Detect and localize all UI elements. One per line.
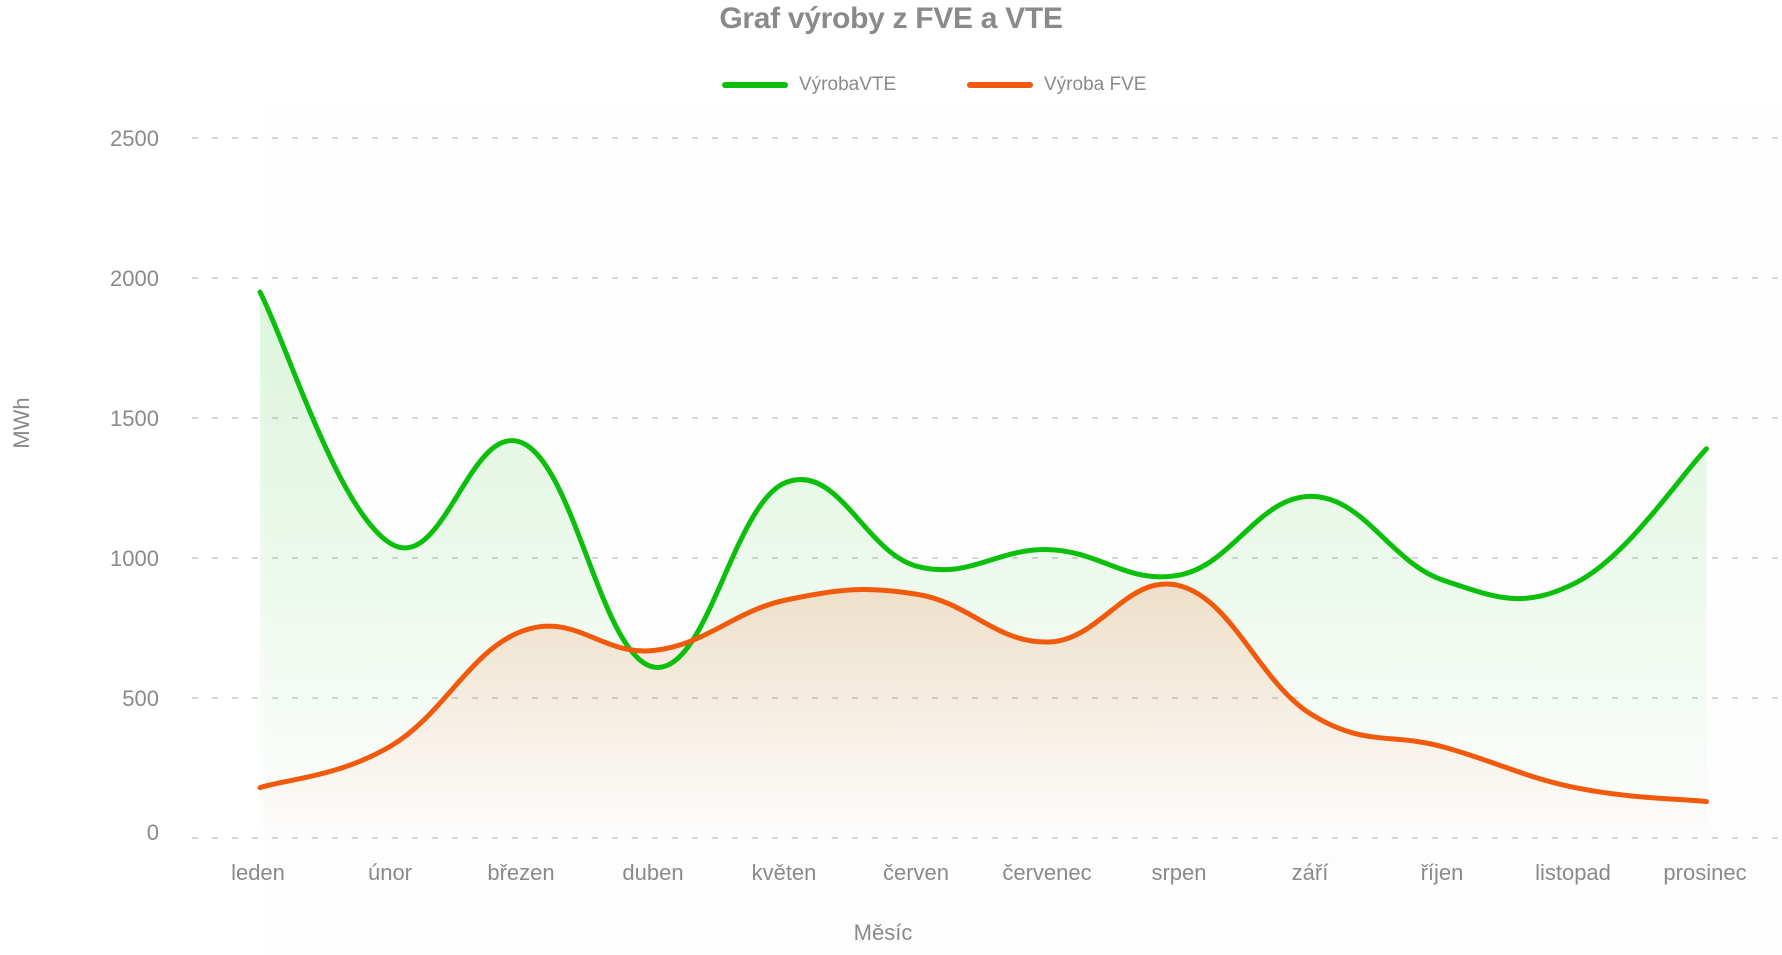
- legend: VýrobaVTE Výroba FVE: [0, 70, 1782, 100]
- x-tick-unor: únor: [367, 860, 413, 885]
- series-lines: [257, 289, 1709, 805]
- series-areas: [260, 292, 1707, 838]
- legend-line-icon-fve: [967, 82, 1033, 88]
- x-tick-cerven: červen: [882, 860, 950, 885]
- x-tick-cervenec: červenec: [1002, 860, 1092, 885]
- legend-item-fve[interactable]: Výroba FVE: [967, 70, 1146, 100]
- y-tick-2500: 2500: [110, 126, 159, 151]
- y-tick-1500: 1500: [110, 406, 159, 431]
- x-tick-zari: září: [1291, 860, 1329, 885]
- x-tick-rijen: říjen: [1420, 860, 1464, 885]
- x-tick-srpen: srpen: [1151, 860, 1207, 885]
- legend-label-vte: VýrobaVTE: [799, 74, 897, 95]
- x-tick-leden: leden: [231, 860, 285, 885]
- legend-label-fve: Výroba FVE: [1044, 74, 1147, 95]
- x-tick-kveten: květen: [751, 860, 817, 885]
- x-tick-duben: duben: [622, 860, 684, 885]
- x-axis-title: Měsíc: [853, 920, 913, 945]
- x-tick-brezen: březen: [487, 860, 555, 885]
- series-line-fve[interactable]: [257, 581, 1709, 805]
- y-tick-500: 500: [122, 686, 159, 711]
- x-tick-listopad: listopad: [1535, 860, 1611, 885]
- y-axis-title: MWh: [9, 397, 34, 449]
- y-tick-1000: 1000: [110, 546, 159, 571]
- series-line-vte[interactable]: [257, 289, 1709, 670]
- y-tick-0: 0: [146, 820, 159, 845]
- legend-item-vte[interactable]: VýrobaVTE: [722, 70, 896, 100]
- area-fill-fve: [260, 583, 1707, 838]
- chart-title: Graf výroby z FVE a VTE: [719, 2, 1063, 35]
- x-tick-prosinec: prosinec: [1663, 860, 1747, 885]
- y-tick-2000: 2000: [110, 266, 159, 291]
- legend-line-icon-vte: [722, 82, 788, 88]
